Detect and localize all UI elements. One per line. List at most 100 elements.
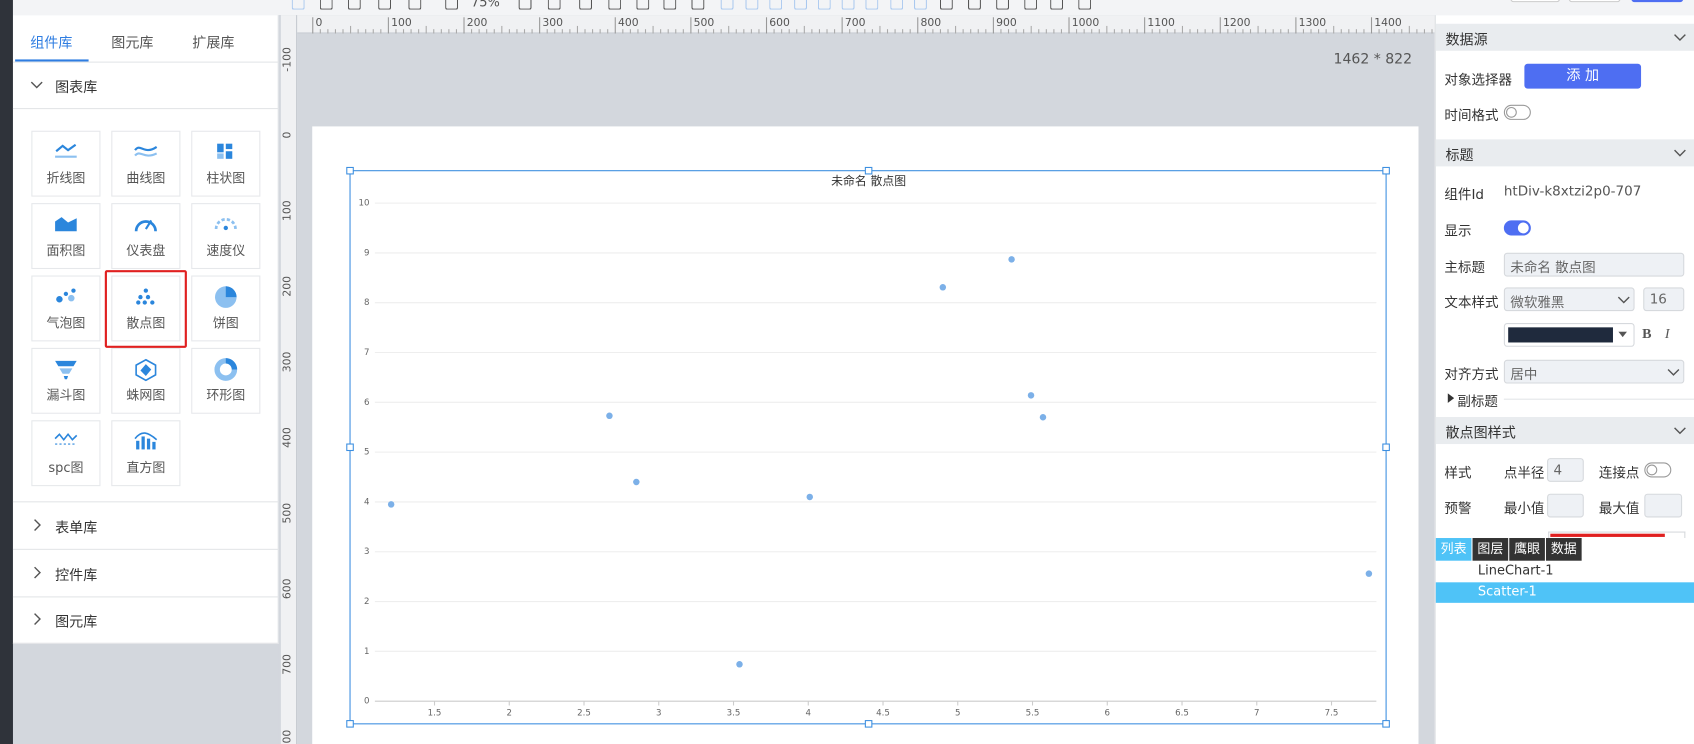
toolbar-icon[interactable] <box>636 0 650 10</box>
chart-item[interactable] <box>191 203 261 270</box>
ruler-minor <box>1401 29 1403 34</box>
toggle[interactable] <box>1503 220 1531 236</box>
input[interactable] <box>1643 287 1685 312</box>
add-button[interactable]: 添 加 <box>1524 63 1642 89</box>
chart-item[interactable] <box>31 275 101 342</box>
section-title[interactable]: 表单库 <box>55 520 98 537</box>
field-label: 组件Id <box>1444 185 1485 203</box>
resize-handle[interactable] <box>1382 443 1390 452</box>
resize-handle[interactable] <box>864 720 873 728</box>
toolbar-icon[interactable] <box>1050 0 1064 10</box>
toolbar-icon[interactable] <box>518 0 532 10</box>
toolbar-icon[interactable] <box>841 0 855 10</box>
input[interactable] <box>1547 493 1584 518</box>
chart-item-label[interactable]: spc图 <box>48 460 84 476</box>
toolbar-icon[interactable] <box>579 0 593 10</box>
ruler-minor <box>955 25 957 34</box>
toolbar-icon[interactable] <box>745 0 759 10</box>
toolbar-icon[interactable] <box>865 0 879 10</box>
toolbar-icon[interactable] <box>445 0 459 10</box>
resize-handle[interactable] <box>346 443 354 452</box>
ruler-minor <box>1333 25 1335 34</box>
chart-item[interactable] <box>111 275 181 342</box>
input[interactable] <box>1644 493 1683 518</box>
toolbar-icon[interactable] <box>1078 0 1092 10</box>
resize-handle[interactable] <box>864 166 873 175</box>
chart-item-label[interactable]: 环形图 <box>206 387 246 403</box>
chart-item-label[interactable]: 漏斗图 <box>46 387 86 403</box>
layer-tab[interactable]: 鹰眼 <box>1509 538 1545 561</box>
resize-handle[interactable] <box>346 720 354 728</box>
toolbar-icon[interactable] <box>720 0 734 10</box>
toolbar-icon[interactable] <box>794 0 808 10</box>
layer-item[interactable]: Scatter-1 <box>1477 583 1537 599</box>
toolbar-button[interactable] <box>1631 0 1684 3</box>
chart-item-label[interactable]: 仪表盘 <box>126 243 166 259</box>
chart-item-label[interactable]: 速度仪 <box>206 243 246 259</box>
chart-item[interactable] <box>111 347 181 414</box>
chart-item-label[interactable]: 柱状图 <box>206 170 246 186</box>
chart-item[interactable] <box>31 347 101 414</box>
toolbar-icon[interactable] <box>996 0 1010 10</box>
input[interactable] <box>1547 458 1584 482</box>
toolbar-icon[interactable] <box>291 0 305 10</box>
input[interactable] <box>1503 252 1685 277</box>
toolbar-icon[interactable] <box>1024 0 1038 10</box>
chart-item-label[interactable]: 曲线图 <box>126 170 166 186</box>
section-header[interactable] <box>1435 23 1694 51</box>
layer-tab[interactable]: 列表 <box>1435 538 1472 561</box>
chart-item[interactable] <box>111 130 181 197</box>
chart-item-label[interactable]: 气泡图 <box>46 315 86 331</box>
toolbar-icon[interactable] <box>319 0 333 10</box>
toolbar-icon[interactable] <box>663 0 677 10</box>
toolbar-icon[interactable] <box>817 0 831 10</box>
resize-handle[interactable] <box>346 166 354 175</box>
tab[interactable]: 组件库 <box>30 35 73 52</box>
toolbar-icon[interactable] <box>408 0 422 10</box>
chart-item[interactable] <box>31 420 101 487</box>
toolbar-icon[interactable] <box>547 0 561 10</box>
toolbar-icon[interactable] <box>347 0 361 10</box>
resize-handle[interactable] <box>1382 166 1390 175</box>
toolbar-icon[interactable] <box>890 0 904 10</box>
bold-button[interactable]: B <box>1642 325 1652 342</box>
section-header[interactable] <box>1435 417 1694 445</box>
toolbar-icon[interactable] <box>913 0 927 10</box>
section-title[interactable]: 控件库 <box>55 567 98 584</box>
chart-item[interactable] <box>191 347 261 414</box>
toolbar-icon[interactable] <box>967 0 981 10</box>
toolbar-icon[interactable] <box>769 0 783 10</box>
toolbar-icon[interactable] <box>939 0 953 10</box>
chart-item[interactable] <box>191 275 261 342</box>
toolbar-icon[interactable] <box>378 0 392 10</box>
section-title[interactable]: 图元库 <box>55 614 98 631</box>
toolbar-icon[interactable] <box>691 0 705 10</box>
chart-item[interactable] <box>31 130 101 197</box>
resize-handle[interactable] <box>1382 720 1390 728</box>
section-title[interactable]: 图表库 <box>55 79 98 97</box>
chart-item-label[interactable]: 散点图 <box>126 315 166 331</box>
toggle[interactable] <box>1503 104 1531 120</box>
chart-item-label[interactable]: 蛛网图 <box>126 387 166 403</box>
italic-button[interactable]: I <box>1664 325 1670 342</box>
chart-item-label[interactable]: 面积图 <box>46 243 86 259</box>
chart-item[interactable] <box>111 203 181 270</box>
select[interactable] <box>1503 359 1685 384</box>
toolbar-icon[interactable] <box>608 0 622 10</box>
chart-item[interactable] <box>191 130 261 197</box>
chart-item[interactable] <box>111 420 181 487</box>
chart-item[interactable] <box>31 203 101 270</box>
tab[interactable]: 图元库 <box>111 35 154 52</box>
select[interactable] <box>1503 287 1635 312</box>
layer-tab[interactable]: 图层 <box>1472 538 1509 561</box>
chart-item-label[interactable]: 折线图 <box>46 170 86 186</box>
ruler-minor <box>592 29 594 34</box>
tab[interactable]: 扩展库 <box>192 35 235 52</box>
toggle[interactable] <box>1644 462 1672 478</box>
layer-row-selected[interactable] <box>1435 582 1694 603</box>
chart-item-label[interactable]: 直方图 <box>126 460 166 476</box>
section-header[interactable] <box>1435 139 1694 167</box>
layer-tab[interactable]: 数据 <box>1545 538 1582 561</box>
layer-item[interactable]: LineChart-1 <box>1477 562 1554 578</box>
chart-item-label[interactable]: 饼图 <box>212 315 239 331</box>
